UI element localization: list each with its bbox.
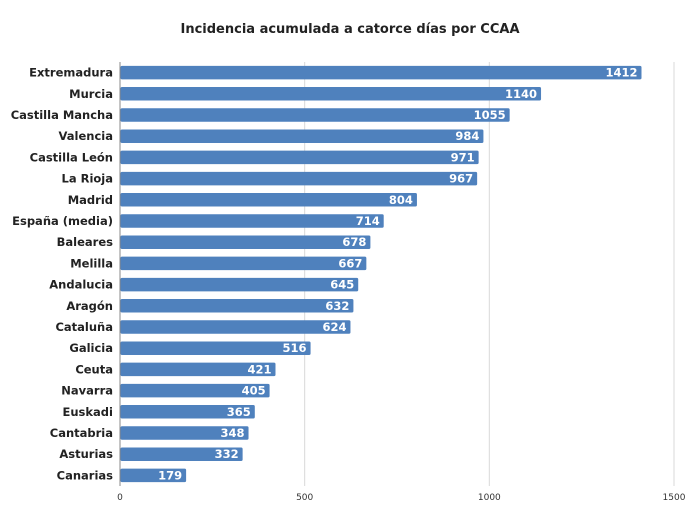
category-label-1: Murcia [69,87,113,101]
value-label-14: 421 [247,362,271,376]
value-label-1: 1140 [505,87,537,101]
value-label-3: 984 [455,129,479,143]
bar-8 [120,235,371,249]
x-tick-label-0: 0 [117,493,123,503]
value-label-7: 714 [356,214,380,228]
category-label-14: Ceuta [75,362,113,376]
x-tick-label-500: 500 [296,493,313,503]
value-label-11: 632 [325,299,349,313]
value-label-2: 1055 [474,108,506,122]
value-label-9: 667 [338,256,362,270]
category-label-16: Euskadi [63,405,113,419]
value-label-0: 1412 [605,66,637,80]
bar-18 [120,447,243,461]
bar-11 [120,299,354,313]
x-tick-label-1000: 1000 [478,493,501,503]
category-label-13: Galicia [69,341,113,355]
bar-15 [120,383,270,398]
category-label-8: Baleares [57,235,113,249]
value-label-6: 804 [389,193,413,207]
bar-14 [120,362,276,377]
category-label-18: Asturias [59,447,113,461]
x-tick-label-1500: 1500 [663,493,686,503]
bar-16 [120,405,255,419]
category-label-12: Cataluña [55,320,113,334]
category-label-7: España (media) [12,214,113,228]
bar-12 [120,320,351,334]
category-label-17: Cantabria [50,426,113,440]
bar-5 [120,171,478,186]
value-label-18: 332 [215,447,239,461]
category-label-10: Andalucia [49,278,113,292]
category-label-0: Extremadura [29,66,113,80]
value-label-5: 967 [449,172,473,186]
value-label-8: 678 [342,235,366,249]
category-label-5: La Rioja [62,172,114,186]
value-label-17: 348 [221,426,245,440]
category-label-11: Aragón [66,299,113,313]
bar-3 [120,129,484,143]
bar-7 [120,214,384,228]
category-label-6: Madrid [68,193,113,207]
chart-title: Incidencia acumulada a catorce días por … [180,22,520,37]
category-label-15: Navarra [61,384,113,398]
value-label-10: 645 [330,278,354,292]
value-label-4: 971 [451,150,475,164]
value-label-15: 405 [242,384,266,398]
value-label-12: 624 [322,320,346,334]
bar-1 [120,87,542,101]
bar-13 [120,341,311,355]
value-label-13: 516 [283,341,307,355]
bar-17 [120,426,249,440]
category-label-3: Valencia [59,129,113,143]
bar-9 [120,256,367,271]
bar-0 [120,65,642,80]
value-label-19: 179 [158,468,182,482]
bar-19 [120,468,187,483]
bar-10 [120,277,359,292]
bar-2 [120,108,510,122]
category-label-9: Melilla [70,256,113,270]
category-label-2: Castilla Mancha [11,108,113,122]
bar-4 [120,150,479,165]
category-label-19: Canarias [57,468,114,482]
value-label-16: 365 [227,405,251,419]
bar-6 [120,193,417,207]
category-label-4: Castilla León [30,150,113,164]
